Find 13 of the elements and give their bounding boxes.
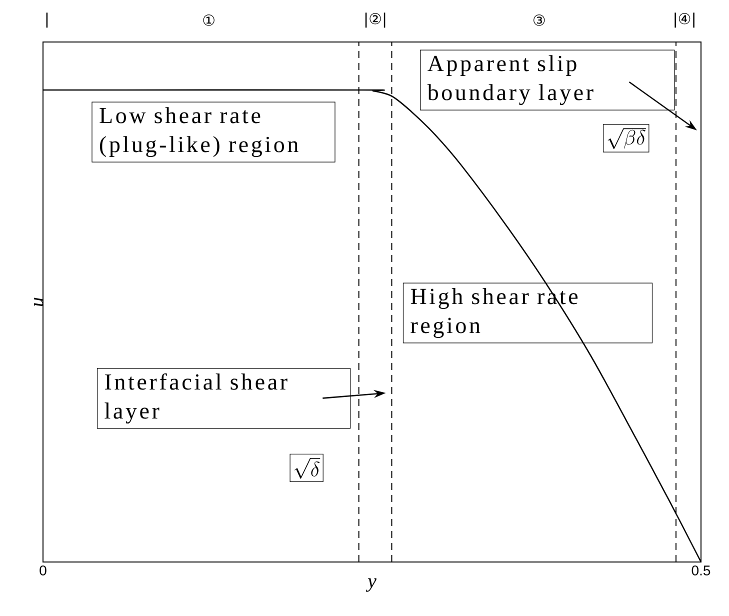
x-tick-label: 0.5 xyxy=(692,566,710,576)
annotation: Apparent slip boundary layer xyxy=(427,55,594,106)
annotation: $\sqrt{\delta}$ xyxy=(294,458,320,479)
text: ③ xyxy=(534,14,545,26)
text: ① xyxy=(203,14,214,26)
text: |②| xyxy=(365,12,386,28)
x-axis-title: y xyxy=(366,578,376,592)
annotation: Low shear rate (plug-like) region xyxy=(100,107,298,158)
annotation: $\sqrt{\beta\delta}$ xyxy=(608,128,646,150)
text: | xyxy=(46,12,48,28)
annotation: Interfacial shear layer xyxy=(104,373,288,424)
text: |④| xyxy=(674,12,694,28)
x-tick-label: 0 xyxy=(40,566,46,576)
